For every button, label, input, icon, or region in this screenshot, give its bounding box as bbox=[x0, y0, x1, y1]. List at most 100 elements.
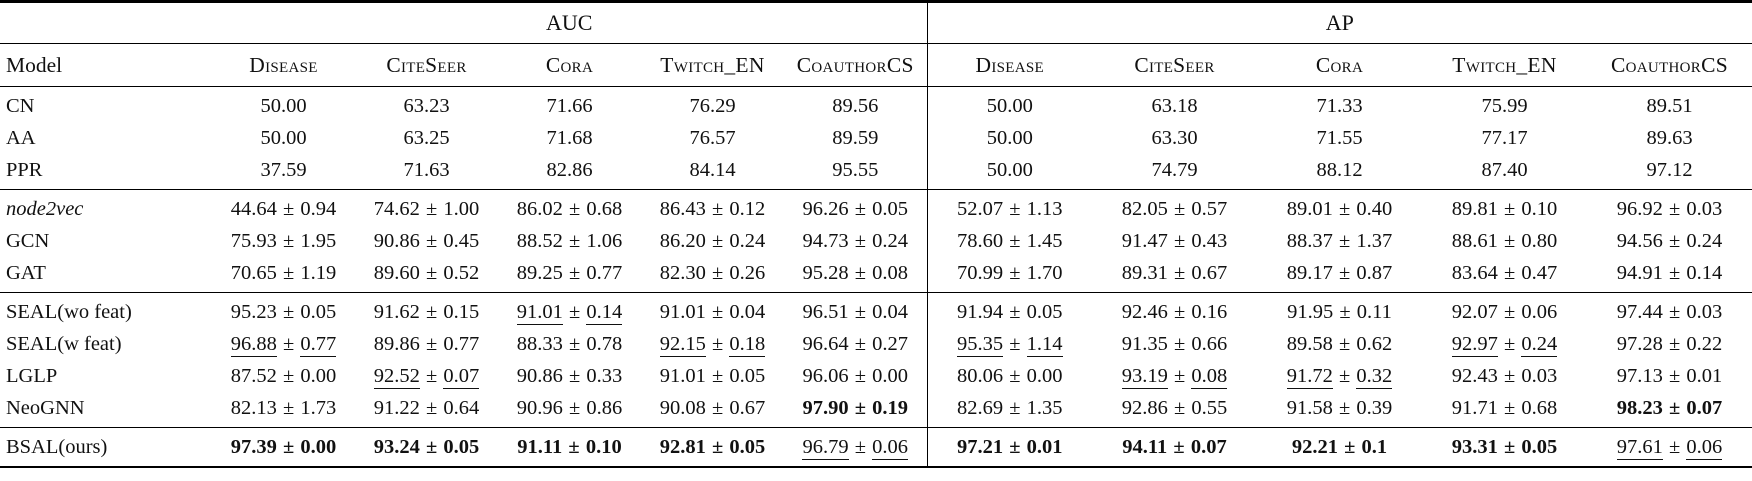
plus-minus-sign: ± bbox=[277, 198, 300, 220]
table-row: GAT 70.65 ± 1.19 89.60 ± 0.52 89.25 ± 0.77 8… bbox=[0, 257, 1752, 293]
mean-value: 89.25 bbox=[516, 262, 563, 284]
auc-disease-header: Disease bbox=[212, 43, 355, 87]
value-cell: 52.07 ± 1.13 bbox=[927, 189, 1092, 225]
value-cell: 94.73 ± 0.24 bbox=[784, 225, 928, 257]
value-cell: 98.23 ± 0.07 bbox=[1587, 392, 1752, 428]
value-cell: 70.65 ± 1.19 bbox=[212, 257, 355, 293]
plus-minus-sign: ± bbox=[1004, 333, 1026, 355]
plus-minus-sign: ± bbox=[563, 262, 586, 284]
value-cell: 96.79 ± 0.06 bbox=[784, 427, 928, 467]
std-value: 0.19 bbox=[872, 397, 908, 419]
std-value: 0.45 bbox=[443, 230, 480, 252]
mean-value: 88.61 bbox=[1451, 230, 1498, 252]
value-cell: 86.43 ± 0.12 bbox=[641, 189, 784, 225]
plus-minus-sign: ± bbox=[1333, 262, 1356, 284]
mean-value: 50.00 bbox=[260, 127, 307, 149]
value-cell: 96.06 ± 0.00 bbox=[784, 360, 928, 392]
value-cell: 97.13 ± 0.01 bbox=[1587, 360, 1752, 392]
value-cell: 88.37 ± 1.37 bbox=[1257, 225, 1422, 257]
mean-value: 80.06 bbox=[956, 365, 1004, 387]
std-value: 0.01 bbox=[1026, 436, 1063, 458]
std-value: 0.26 bbox=[729, 262, 766, 284]
std-value: 0.00 bbox=[1026, 365, 1063, 387]
plus-minus-sign: ± bbox=[1004, 198, 1026, 220]
mean-value: 63.23 bbox=[403, 95, 450, 117]
mean-value: 71.68 bbox=[546, 127, 593, 149]
mean-value: 91.01 bbox=[516, 301, 563, 325]
std-value: 0.12 bbox=[729, 198, 766, 220]
plus-minus-sign: ± bbox=[1333, 397, 1356, 419]
value-cell: 89.86 ± 0.77 bbox=[355, 328, 498, 360]
mean-value: 95.55 bbox=[832, 159, 879, 181]
mean-value: 89.59 bbox=[832, 127, 879, 149]
std-value: 0.03 bbox=[1521, 365, 1558, 387]
value-cell: 92.97 ± 0.24 bbox=[1422, 328, 1587, 360]
std-value: 0.04 bbox=[729, 301, 766, 323]
mean-value: 97.61 bbox=[1616, 436, 1663, 460]
std-value: 0.22 bbox=[1686, 333, 1723, 355]
value-cell: 91.01 ± 0.04 bbox=[641, 292, 784, 328]
mean-value: 97.90 bbox=[802, 397, 849, 419]
std-value: 0.03 bbox=[1686, 198, 1723, 220]
std-value: 0.78 bbox=[586, 333, 623, 355]
plus-minus-sign: ± bbox=[849, 301, 872, 323]
plus-minus-sign: ± bbox=[849, 397, 872, 419]
value-cell: 82.30 ± 0.26 bbox=[641, 257, 784, 293]
dataset-header-row: Model Disease CiteSeer Cora Twitch_EN Co… bbox=[0, 43, 1752, 87]
plus-minus-sign: ± bbox=[706, 397, 729, 419]
plus-minus-sign: ± bbox=[706, 365, 729, 387]
plus-minus-sign: ± bbox=[706, 230, 729, 252]
model-name-cell: node2vec bbox=[0, 189, 212, 225]
mean-value: 70.99 bbox=[956, 262, 1004, 284]
mean-value: 75.99 bbox=[1481, 95, 1528, 117]
std-value: 0.05 bbox=[443, 436, 480, 458]
std-value: 0.1 bbox=[1361, 436, 1388, 458]
value-cell: 88.12 bbox=[1257, 154, 1422, 190]
mean-value: 74.79 bbox=[1151, 159, 1198, 181]
auc-coauthorcs-header: CoauthorCS bbox=[784, 43, 928, 87]
value-cell: 71.68 bbox=[498, 122, 641, 154]
std-value: 1.45 bbox=[1026, 230, 1063, 252]
plus-minus-sign: ± bbox=[1663, 230, 1686, 252]
std-value: 0.14 bbox=[1686, 262, 1723, 284]
value-cell: 71.63 bbox=[355, 154, 498, 190]
plus-minus-sign: ± bbox=[1498, 436, 1521, 458]
value-cell: 91.58 ± 0.39 bbox=[1257, 392, 1422, 428]
plus-minus-sign: ± bbox=[563, 397, 586, 419]
mean-value: 76.29 bbox=[689, 95, 736, 117]
value-cell: 71.55 bbox=[1257, 122, 1422, 154]
table-row: PPR 37.59 71.63 82.86 84.14 95.55 50.00 74.79 88… bbox=[0, 154, 1752, 190]
plus-minus-sign: ± bbox=[1498, 333, 1521, 355]
ap-citeseer-header: CiteSeer bbox=[1092, 43, 1257, 87]
mean-value: 52.07 bbox=[956, 198, 1004, 220]
plus-minus-sign: ± bbox=[1498, 301, 1521, 323]
value-cell: 63.18 bbox=[1092, 87, 1257, 123]
plus-minus-sign: ± bbox=[1663, 397, 1686, 419]
plus-minus-sign: ± bbox=[1663, 301, 1686, 323]
ap-twitch-header: Twitch_EN bbox=[1422, 43, 1587, 87]
value-cell: 82.69 ± 1.35 bbox=[927, 392, 1092, 428]
mean-value: 78.60 bbox=[956, 230, 1004, 252]
plus-minus-sign: ± bbox=[277, 333, 300, 355]
std-value: 0.07 bbox=[1686, 397, 1723, 419]
plus-minus-sign: ± bbox=[420, 230, 443, 252]
plus-minus-sign: ± bbox=[1663, 262, 1686, 284]
value-cell: 92.15 ± 0.18 bbox=[641, 328, 784, 360]
value-cell: 71.33 bbox=[1257, 87, 1422, 123]
value-cell: 95.23 ± 0.05 bbox=[212, 292, 355, 328]
value-cell: 91.62 ± 0.15 bbox=[355, 292, 498, 328]
ours-group: BSAL(ours) 97.39 ± 0.00 93.24 ± 0.05 91.11 … bbox=[0, 427, 1752, 467]
mean-value: 82.30 bbox=[659, 262, 706, 284]
std-value: 0.40 bbox=[1356, 198, 1393, 220]
plus-minus-sign: ± bbox=[1498, 230, 1521, 252]
subgraph-methods-group: SEAL(wo feat) 95.23 ± 0.05 91.62 ± 0.15 91.… bbox=[0, 292, 1752, 428]
plus-minus-sign: ± bbox=[849, 333, 872, 355]
std-value: 0.11 bbox=[1356, 301, 1392, 323]
mean-value: 92.46 bbox=[1121, 301, 1168, 323]
table-row: NeoGNN 82.13 ± 1.73 91.22 ± 0.64 90.96 ± 0.… bbox=[0, 392, 1752, 428]
mean-value: 90.86 bbox=[516, 365, 563, 387]
std-value: 0.06 bbox=[1686, 436, 1723, 460]
mean-value: 88.52 bbox=[516, 230, 563, 252]
auc-cora-header: Cora bbox=[498, 43, 641, 87]
plus-minus-sign: ± bbox=[706, 333, 729, 355]
